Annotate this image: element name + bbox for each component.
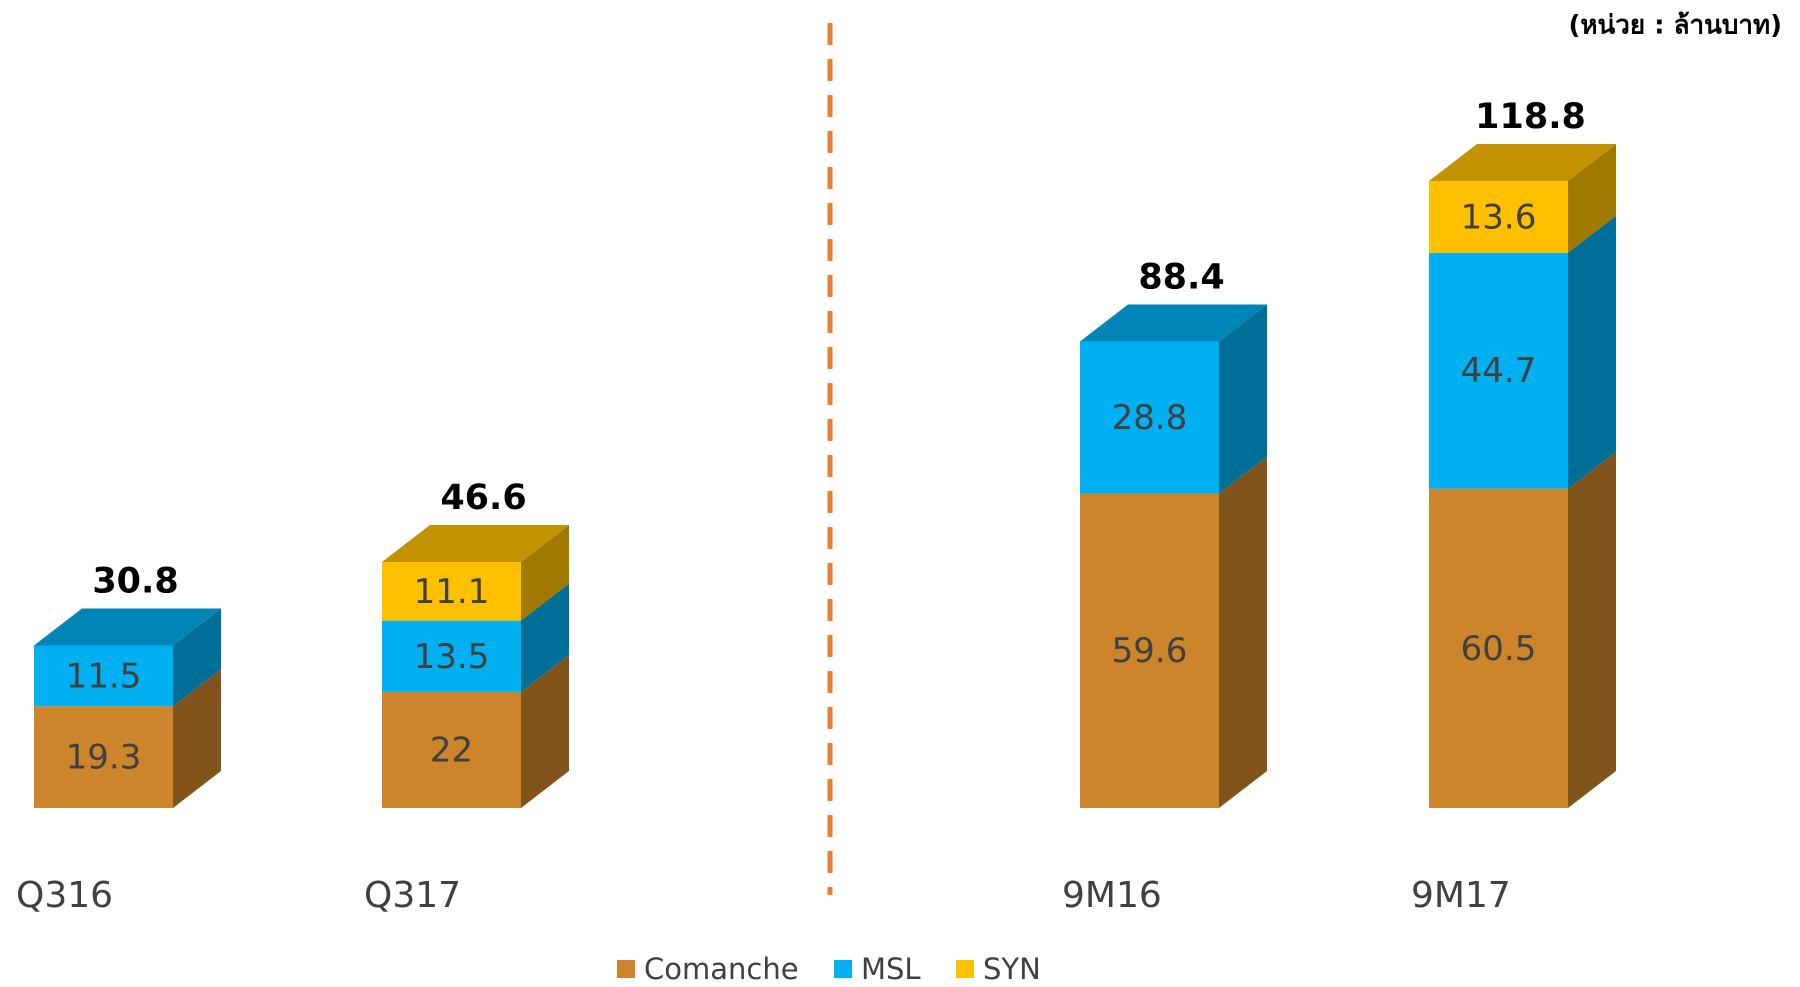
- bar-top: [1429, 144, 1616, 181]
- legend-label: Comanche: [644, 952, 799, 986]
- total-label: 118.8: [1475, 97, 1586, 137]
- bar: [382, 691, 521, 808]
- bar-side: [521, 583, 569, 692]
- legend-label: SYN: [983, 952, 1041, 986]
- bar: [1429, 181, 1568, 253]
- data-label: 11.1: [414, 572, 490, 612]
- x-tick-label: Q317: [364, 875, 461, 916]
- bar-top: [382, 525, 569, 563]
- data-label: 59.6: [1112, 631, 1188, 671]
- bar-side: [521, 525, 569, 621]
- total-label: 30.8: [92, 561, 178, 601]
- bar-top: [34, 608, 221, 646]
- data-label: 28.8: [1112, 398, 1188, 438]
- bar: [1429, 252, 1568, 489]
- bar: [34, 645, 173, 707]
- bar-side: [1568, 215, 1616, 489]
- bar-side: [521, 654, 569, 808]
- bar-side: [173, 669, 221, 808]
- unit-note: (หน่วย : ล้านบาท): [1568, 11, 1782, 41]
- total-label: 88.4: [1138, 257, 1224, 297]
- total-label: 46.6: [440, 478, 526, 518]
- legend-swatch: [834, 960, 852, 978]
- bar: [382, 562, 521, 621]
- data-label: 13.6: [1461, 197, 1537, 237]
- data-label: 22: [430, 730, 473, 770]
- bar-side: [1568, 144, 1616, 253]
- bar-top: [1080, 304, 1267, 342]
- bar-side: [1219, 456, 1267, 808]
- bar: [34, 706, 173, 808]
- legend-swatch: [617, 960, 635, 978]
- legend-label: MSL: [861, 952, 921, 986]
- bar-side: [1219, 304, 1267, 494]
- data-label: 11.5: [66, 656, 142, 696]
- x-tick-label: Q316: [16, 875, 113, 916]
- data-label: 44.7: [1461, 351, 1537, 391]
- bar: [382, 620, 521, 692]
- data-label: 19.3: [66, 738, 142, 778]
- data-label: 13.5: [414, 637, 490, 677]
- legend-swatch: [956, 960, 974, 978]
- bar: [1429, 488, 1568, 808]
- bar-side: [173, 608, 221, 707]
- x-tick-label: 9M17: [1411, 875, 1511, 916]
- bar: [1080, 341, 1219, 494]
- data-label: 60.5: [1461, 629, 1537, 669]
- bar-side: [1568, 451, 1616, 808]
- x-tick-label: 9M16: [1062, 875, 1162, 916]
- bar: [1080, 493, 1219, 808]
